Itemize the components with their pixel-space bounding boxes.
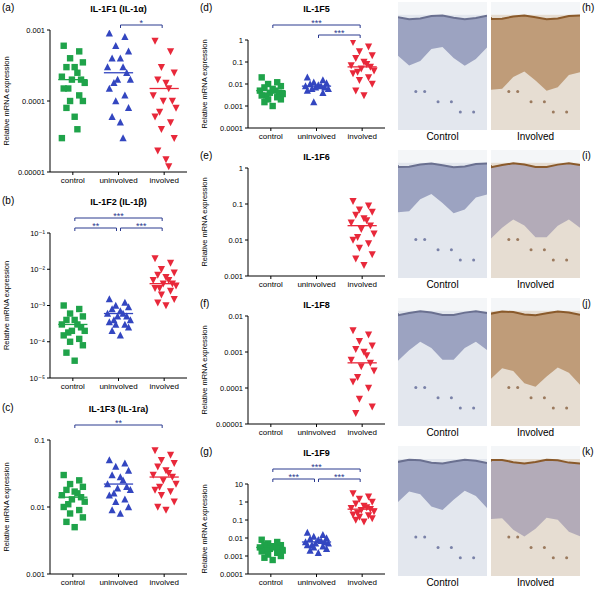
svg-text:**: ** <box>92 221 100 231</box>
svg-text:***: *** <box>288 472 299 482</box>
svg-text:1: 1 <box>239 164 243 173</box>
svg-text:involved: involved <box>149 382 178 391</box>
svg-text:0.0001: 0.0001 <box>220 124 243 133</box>
svg-text:0.001: 0.001 <box>26 570 45 579</box>
svg-text:Relative mRNA expression: Relative mRNA expression <box>2 462 11 551</box>
html-text:(h): (h) <box>582 2 595 13</box>
svg-text:uninvolved: uninvolved <box>297 132 335 141</box>
svg-text:involved: involved <box>347 578 376 587</box>
html-text:Control: Control <box>426 427 459 438</box>
svg-text:0.0001: 0.0001 <box>220 384 243 393</box>
html-text:Involved: Involved <box>516 131 555 142</box>
svg-text:10: 10 <box>235 480 243 489</box>
svg-text:(f): (f) <box>200 298 209 309</box>
html-text:Involved: Involved <box>516 577 555 588</box>
svg-text:(e): (e) <box>200 150 212 161</box>
svg-text:0.001: 0.001 <box>224 102 243 111</box>
svg-text:0.1: 0.1 <box>233 200 243 209</box>
svg-text:control: control <box>259 578 283 587</box>
svg-text:involved: involved <box>149 578 178 587</box>
svg-text:involved: involved <box>347 132 376 141</box>
svg-text:0.00001: 0.00001 <box>18 168 45 177</box>
html-text:Control: Control <box>426 279 459 290</box>
svg-text:IL-1F1 (IL-1α): IL-1F1 (IL-1α) <box>90 4 147 14</box>
html-text:Control: Control <box>426 131 459 142</box>
svg-text:IL-1F2 (IL-1β): IL-1F2 (IL-1β) <box>90 197 147 207</box>
svg-text:0.001: 0.001 <box>224 272 243 281</box>
svg-text:uninvolved: uninvolved <box>297 428 335 437</box>
svg-text:0.01: 0.01 <box>228 534 243 543</box>
svg-text:(a): (a) <box>2 2 14 13</box>
svg-text:involved: involved <box>149 176 178 185</box>
svg-text:0.001: 0.001 <box>224 348 243 357</box>
svg-text:uninvolved: uninvolved <box>99 578 137 587</box>
svg-text:**: ** <box>115 418 123 428</box>
svg-text:uninvolved: uninvolved <box>297 280 335 289</box>
svg-text:0.001: 0.001 <box>26 26 45 35</box>
svg-text:0.01: 0.01 <box>30 503 45 512</box>
svg-text:***: *** <box>311 18 322 28</box>
svg-text:involved: involved <box>347 428 376 437</box>
svg-text:10⁻³: 10⁻³ <box>30 301 45 310</box>
svg-text:***: *** <box>334 472 345 482</box>
svg-text:control: control <box>61 176 85 185</box>
svg-text:Relative mRNA expression: Relative mRNA expression <box>200 325 209 414</box>
svg-text:(d): (d) <box>200 2 212 13</box>
svg-text:(c): (c) <box>2 402 14 413</box>
svg-text:0.0001: 0.0001 <box>220 570 243 579</box>
svg-text:involved: involved <box>347 280 376 289</box>
svg-text:*: * <box>140 18 144 28</box>
svg-text:control: control <box>61 578 85 587</box>
svg-text:0.00001: 0.00001 <box>216 420 243 429</box>
svg-text:IL-1F6: IL-1F6 <box>303 152 330 162</box>
svg-text:Relative mRNA expression: Relative mRNA expression <box>2 261 11 350</box>
svg-text:1: 1 <box>239 36 243 45</box>
svg-text:10⁻⁵: 10⁻⁵ <box>30 374 45 383</box>
svg-text:***: *** <box>334 28 345 38</box>
svg-text:0.1: 0.1 <box>233 58 243 67</box>
svg-text:IL-1F5: IL-1F5 <box>303 4 330 14</box>
html-text:Involved: Involved <box>516 279 555 290</box>
svg-text:uninvolved: uninvolved <box>297 578 335 587</box>
svg-text:10⁻¹: 10⁻¹ <box>30 229 45 238</box>
svg-text:10⁻²: 10⁻² <box>30 265 45 274</box>
svg-text:IL-1F9: IL-1F9 <box>303 448 330 458</box>
svg-text:***: *** <box>311 462 322 472</box>
html-text:(i): (i) <box>582 150 591 161</box>
svg-text:(g): (g) <box>200 446 212 457</box>
svg-text:control: control <box>259 132 283 141</box>
svg-text:Relative mRNA expression: Relative mRNA expression <box>2 56 11 145</box>
svg-text:1: 1 <box>239 498 243 507</box>
svg-text:0.001: 0.001 <box>224 552 243 561</box>
svg-text:***: *** <box>136 221 147 231</box>
svg-text:uninvolved: uninvolved <box>99 176 137 185</box>
svg-text:(b): (b) <box>2 195 14 206</box>
html-text:Involved: Involved <box>516 427 555 438</box>
html-text:Control: Control <box>426 577 459 588</box>
html-text:(k): (k) <box>582 446 594 457</box>
svg-text:0.1: 0.1 <box>35 436 45 445</box>
svg-text:10⁻⁴: 10⁻⁴ <box>29 337 45 346</box>
svg-text:IL-1F3 (IL-1ra): IL-1F3 (IL-1ra) <box>89 404 149 414</box>
svg-text:control: control <box>259 280 283 289</box>
svg-text:Relative mRNA expression: Relative mRNA expression <box>200 177 209 266</box>
svg-text:uninvolved: uninvolved <box>99 382 137 391</box>
svg-text:Relative mRNA expression: Relative mRNA expression <box>200 484 209 573</box>
svg-text:IL-1F8: IL-1F8 <box>303 300 330 310</box>
html-text:(j): (j) <box>582 298 591 309</box>
svg-text:0.1: 0.1 <box>233 516 243 525</box>
svg-text:control: control <box>259 428 283 437</box>
svg-text:0.01: 0.01 <box>228 312 243 321</box>
svg-text:***: *** <box>113 211 124 221</box>
svg-text:0.0001: 0.0001 <box>22 97 45 106</box>
svg-text:0.01: 0.01 <box>228 236 243 245</box>
svg-text:0.01: 0.01 <box>228 80 243 89</box>
svg-text:control: control <box>61 382 85 391</box>
svg-text:Relative mRNA expression: Relative mRNA expression <box>200 39 209 128</box>
